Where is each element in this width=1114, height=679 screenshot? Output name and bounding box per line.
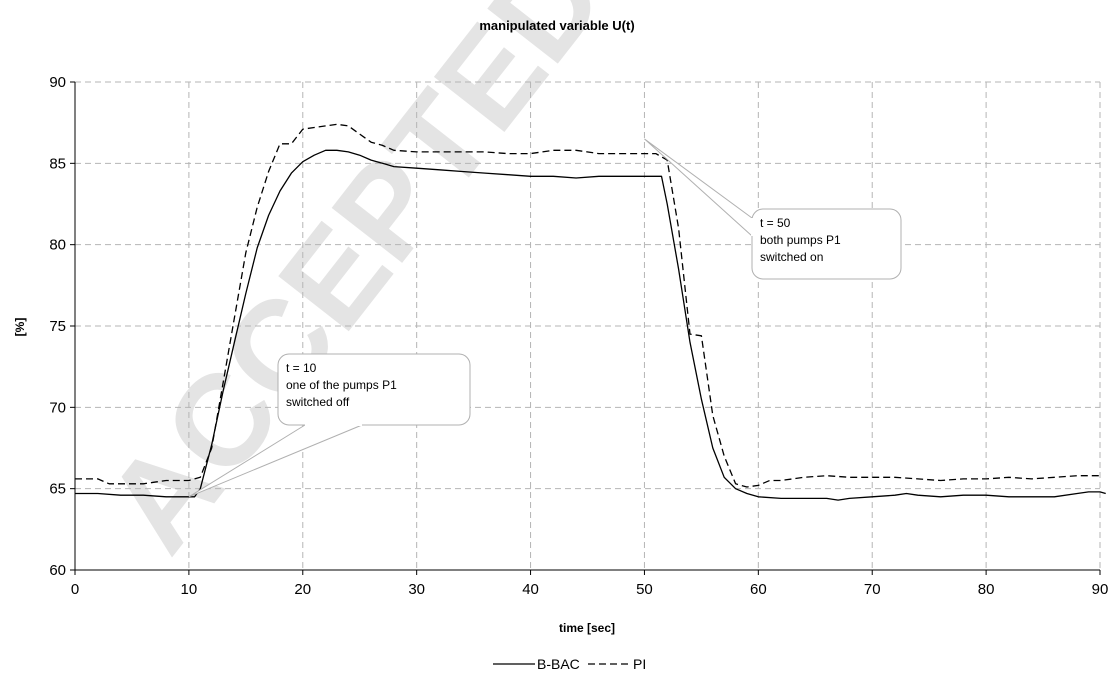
callout-box (751, 208, 902, 280)
callout-pointer (644, 138, 753, 238)
callout-text-line: both pumps P1 (760, 233, 841, 247)
x-tick-label: 30 (408, 581, 425, 598)
y-tick-label: 70 (49, 399, 66, 416)
callout-text-line: t = 50 (760, 216, 791, 230)
annotation-callout: t = 50 both pumps P1 switched on (644, 138, 902, 280)
x-tick-label: 40 (522, 581, 539, 598)
x-tick-label: 80 (978, 581, 995, 598)
x-axis-label: time [sec] (559, 621, 615, 635)
callout-text-line: one of the pumps P1 (286, 378, 397, 392)
x-tick-label: 20 (294, 581, 311, 598)
y-tick-label: 75 (49, 318, 66, 335)
series-line-b-bac (75, 149, 1106, 501)
x-tick-label: 10 (181, 581, 198, 598)
legend-label-pi: PI (633, 656, 646, 672)
grid (75, 81, 1101, 570)
series-line-pi (75, 123, 1100, 488)
chart-title: manipulated variable U(t) (479, 18, 634, 33)
legend-label-bbac: B-BAC (537, 656, 580, 672)
x-tick-label: 0 (71, 581, 79, 598)
y-axis-label: [%] (13, 318, 27, 337)
axes: 60 65 70 75 80 85 90 0 10 20 30 40 50 60 70 80 90 (49, 74, 1108, 598)
callout-box (277, 353, 471, 426)
callout-text-line: t = 10 (286, 361, 317, 375)
x-tick-label: 90 (1092, 581, 1109, 598)
y-tick-label: 60 (49, 562, 66, 579)
y-tick-label: 90 (49, 74, 66, 91)
series-layer (75, 123, 1106, 501)
callout-text-line: switched on (760, 250, 823, 264)
y-tick-label: 65 (49, 481, 66, 498)
x-tick-label: 50 (636, 581, 653, 598)
callout-text-line: switched off (286, 395, 350, 409)
x-tick-label: 70 (864, 581, 881, 598)
y-tick-label: 80 (49, 237, 66, 254)
legend: B-BAC PI (493, 656, 646, 672)
watermark: ACCEPTED MANUSCRIPT (77, 0, 1114, 577)
x-tick-label: 60 (750, 581, 767, 598)
y-tick-label: 85 (49, 155, 66, 172)
annotation-callout: t = 10 one of the pumps P1 switched off (188, 353, 471, 498)
